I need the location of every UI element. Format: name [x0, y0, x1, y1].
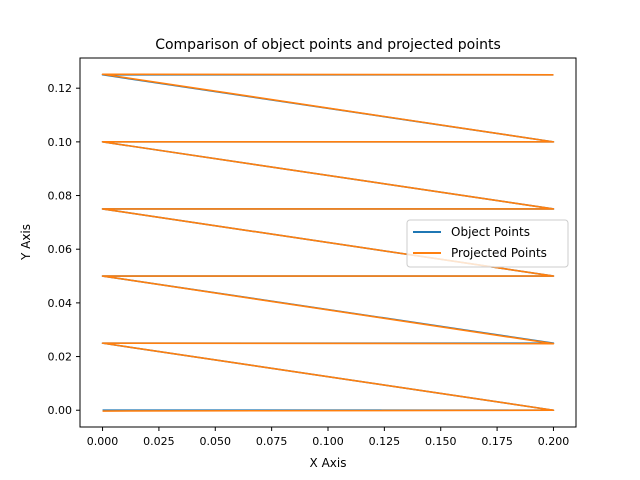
legend-label-object-points: Object Points: [451, 225, 530, 239]
y-tick-label: 0.10: [48, 136, 73, 149]
x-tick-label: 0.075: [256, 435, 288, 448]
x-axis-label: X Axis: [310, 456, 347, 470]
x-tick-label: 0.125: [369, 435, 401, 448]
y-tick-label: 0.04: [48, 297, 73, 310]
x-tick-label: 0.050: [200, 435, 232, 448]
x-tick-label: 0.150: [425, 435, 457, 448]
y-tick-label: 0.00: [48, 404, 73, 417]
legend: Object Points Projected Points: [406, 219, 569, 268]
x-tick-label: 0.100: [312, 435, 344, 448]
x-tick-label: 0.000: [87, 435, 119, 448]
y-tick-label: 0.12: [48, 82, 73, 95]
series-line-projected-points: [101, 73, 555, 412]
y-axis-label: Y Axis: [19, 224, 33, 261]
y-tick-label: 0.02: [48, 351, 73, 364]
series-layer: [101, 73, 555, 412]
y-tick-label: 0.06: [48, 243, 73, 256]
x-tick-label: 0.025: [143, 435, 175, 448]
x-tick-label: 0.200: [538, 435, 570, 448]
y-ticks: 0.00 0.02 0.04 0.06 0.08 0.10 0.12: [48, 82, 80, 417]
legend-box: [406, 219, 569, 268]
legend-label-projected-points: Projected Points: [451, 246, 547, 260]
x-ticks: 0.000 0.025 0.050 0.075 0.100 0.125 0.150 0.175…: [87, 427, 569, 448]
chart-title: Comparison of object points and projecte…: [155, 37, 501, 53]
y-tick-label: 0.08: [48, 190, 73, 203]
x-tick-label: 0.175: [481, 435, 513, 448]
